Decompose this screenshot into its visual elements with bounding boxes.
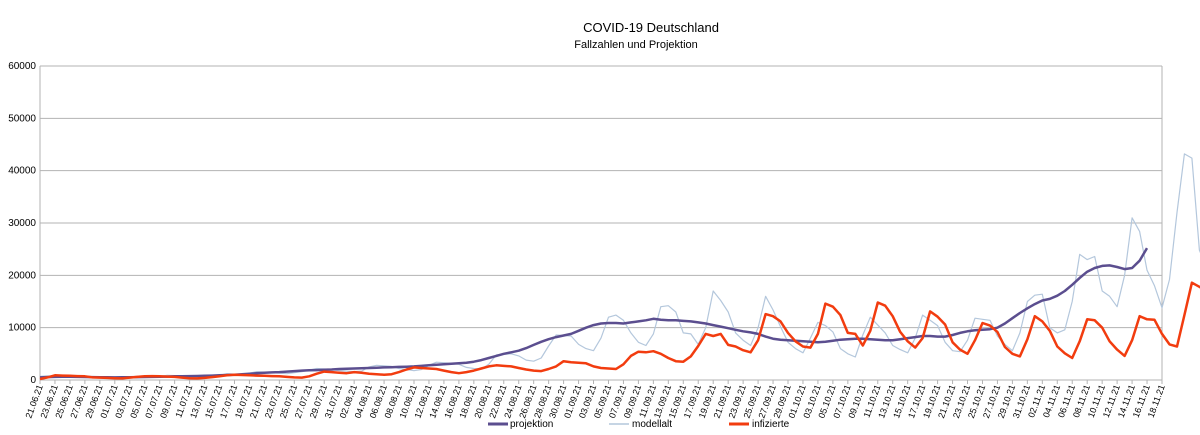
y-tick-label: 40000	[8, 166, 36, 177]
y-tick-label: 10000	[8, 323, 36, 334]
gridlines	[39, 65, 1163, 381]
series-line-modellalt	[39, 153, 1200, 378]
legend-label-projektion: projektion	[510, 419, 553, 430]
y-tick-label: 60000	[8, 61, 36, 72]
legend: projektion modellalt infizierte	[488, 419, 790, 430]
y-tick-label: 50000	[8, 113, 36, 124]
legend-label-infizierte: infizierte	[752, 419, 790, 430]
chart-title: COVID-19 Deutschland	[583, 20, 719, 35]
y-tick-label: 20000	[8, 270, 36, 281]
series-line-projektion	[39, 247, 1149, 379]
y-tick-label: 30000	[8, 218, 36, 229]
legend-label-modellalt: modellalt	[632, 419, 672, 430]
series-line-infizierte	[39, 281, 1200, 381]
y-axis-ticks: 0 10000 20000 30000 40000 50000 60000	[8, 61, 36, 386]
chart-subtitle: Fallzahlen und Projektion	[574, 39, 698, 51]
y-tick-label: 0	[30, 375, 36, 386]
x-axis-ticks: 21.06.2123.06.2125.06.2127.06.2129.06.21…	[23, 380, 1167, 420]
series-lines	[39, 153, 1200, 381]
